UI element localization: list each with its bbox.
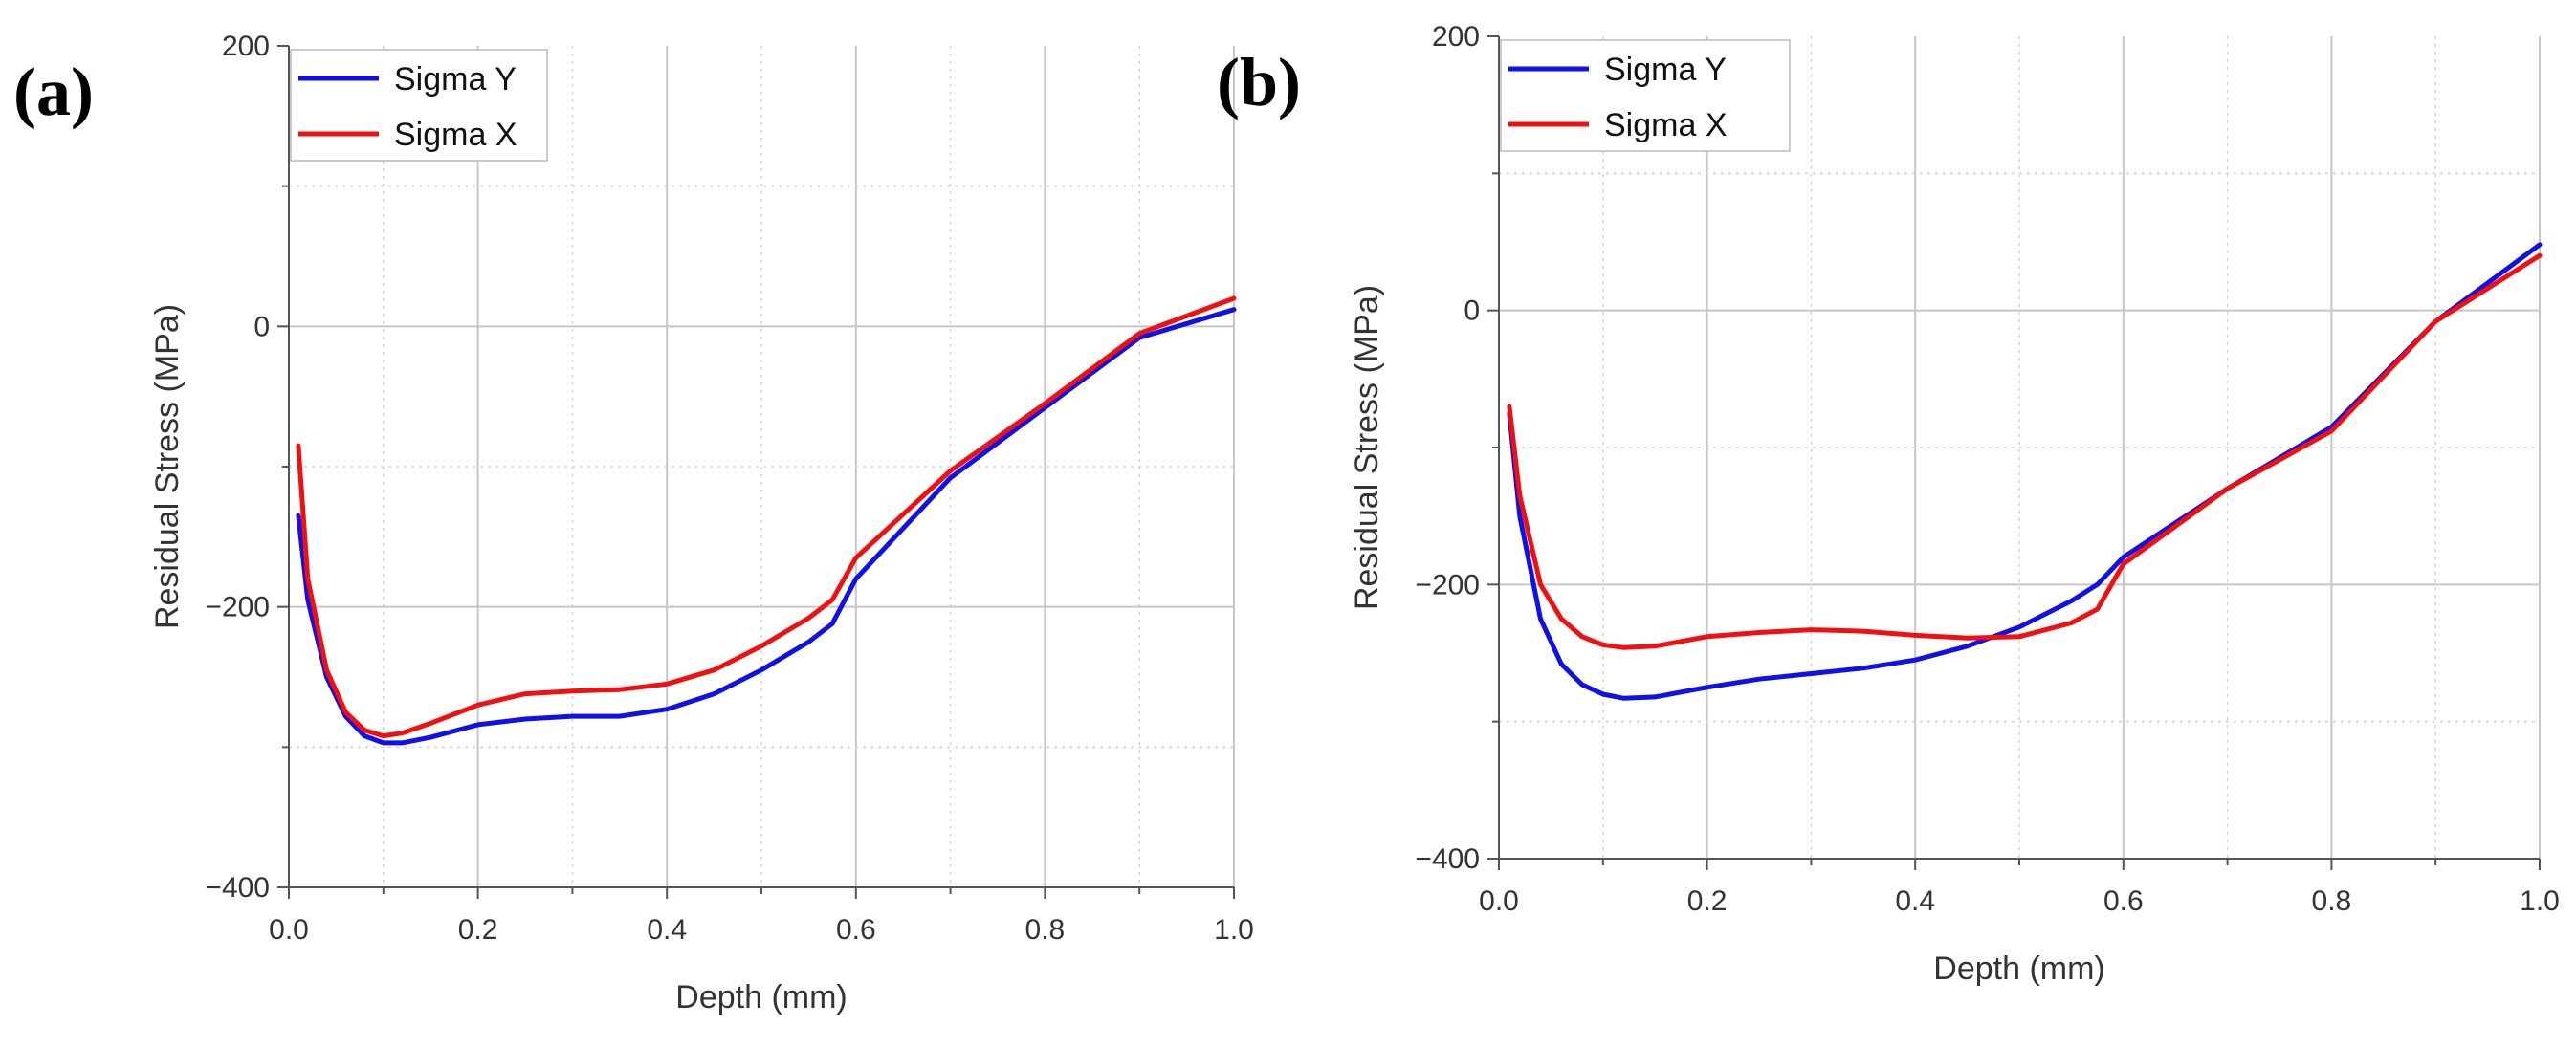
x-tick-label: 1.0 <box>1214 914 1254 946</box>
y-tick-label: 200 <box>1432 21 1480 53</box>
x-axis-title-a: Depth (mm) <box>675 979 847 1015</box>
x-tick-label: 0.8 <box>1025 914 1066 946</box>
panel-label-a: (a) <box>13 54 94 130</box>
grid-b <box>1499 36 2541 859</box>
series-line-sigma-x <box>1507 252 2543 650</box>
legend-label: Sigma X <box>1604 107 1728 143</box>
axes-b <box>1487 35 2541 870</box>
y-tick-labels-a: 200 0 −200 −400 <box>205 31 270 904</box>
legend-label: Sigma X <box>394 117 517 153</box>
legend-b: Sigma Y Sigma X <box>1500 39 1791 152</box>
y-tick-label: 0 <box>253 311 270 342</box>
x-tick-label: 0.2 <box>458 914 498 946</box>
x-tick-label: 0.6 <box>836 914 876 946</box>
y-tick-label: −400 <box>205 872 270 904</box>
y-axis-title-b: Residual Stress (MPa) <box>1349 285 1385 610</box>
y-tick-label: −200 <box>205 592 270 623</box>
plot-area-a <box>296 295 1237 746</box>
legend-a: Sigma Y Sigma X <box>290 49 548 162</box>
plot-area-b <box>1507 242 2543 701</box>
y-tick-label: 0 <box>1464 295 1480 327</box>
y-tick-label: −400 <box>1415 843 1480 875</box>
chart-panel-a: (a) 0.0 0.2 0.4 0.6 0.8 1.0 200 0 −200 −400 Dept… <box>13 31 1254 1015</box>
x-tick-labels-a: 0.0 0.2 0.4 0.6 0.8 1.0 <box>269 914 1254 946</box>
series-line-sigma-x <box>296 295 1237 739</box>
y-tick-labels-b: 200 0 −200 −400 <box>1415 21 1480 875</box>
x-tick-label: 0.4 <box>1895 885 1935 917</box>
x-tick-labels-b: 0.0 0.2 0.4 0.6 0.8 1.0 <box>1479 885 2560 917</box>
x-tick-label: 0.8 <box>2312 885 2352 917</box>
series-line-sigma-y <box>1507 242 2543 701</box>
legend-label: Sigma Y <box>1604 52 1727 88</box>
x-tick-label: 0.6 <box>2103 885 2144 917</box>
x-tick-label: 0.0 <box>269 914 309 946</box>
x-tick-label: 0.4 <box>647 914 687 946</box>
legend-label: Sigma Y <box>394 61 517 98</box>
legend-box <box>1500 39 1791 152</box>
y-axis-title-a: Residual Stress (MPa) <box>149 304 186 629</box>
y-tick-label: −200 <box>1415 569 1480 600</box>
x-tick-label: 0.0 <box>1479 885 1519 917</box>
x-axis-title-b: Depth (mm) <box>1933 950 2104 987</box>
axes-a <box>277 45 1235 899</box>
x-tick-label: 0.2 <box>1687 885 1728 917</box>
grid-a <box>289 46 1235 887</box>
y-tick-label: 200 <box>222 31 270 62</box>
legend-box <box>290 49 548 162</box>
chart-panel-b: (b) 0.0 0.2 0.4 0.6 0.8 1.0 200 0 −200 −400 Dept… <box>1217 21 2560 987</box>
x-tick-label: 1.0 <box>2520 885 2560 917</box>
series-line-sigma-y <box>296 307 1237 746</box>
panel-label-b: (b) <box>1217 44 1301 120</box>
